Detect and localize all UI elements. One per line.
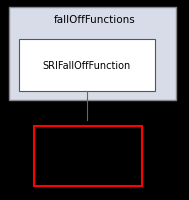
Text: SRIFallOffFunction: SRIFallOffFunction	[43, 61, 131, 71]
Bar	[19, 40, 155, 92]
Text: fallOffFunctions: fallOffFunctions	[54, 15, 135, 25]
Bar	[34, 126, 142, 186]
Bar	[9, 8, 176, 100]
